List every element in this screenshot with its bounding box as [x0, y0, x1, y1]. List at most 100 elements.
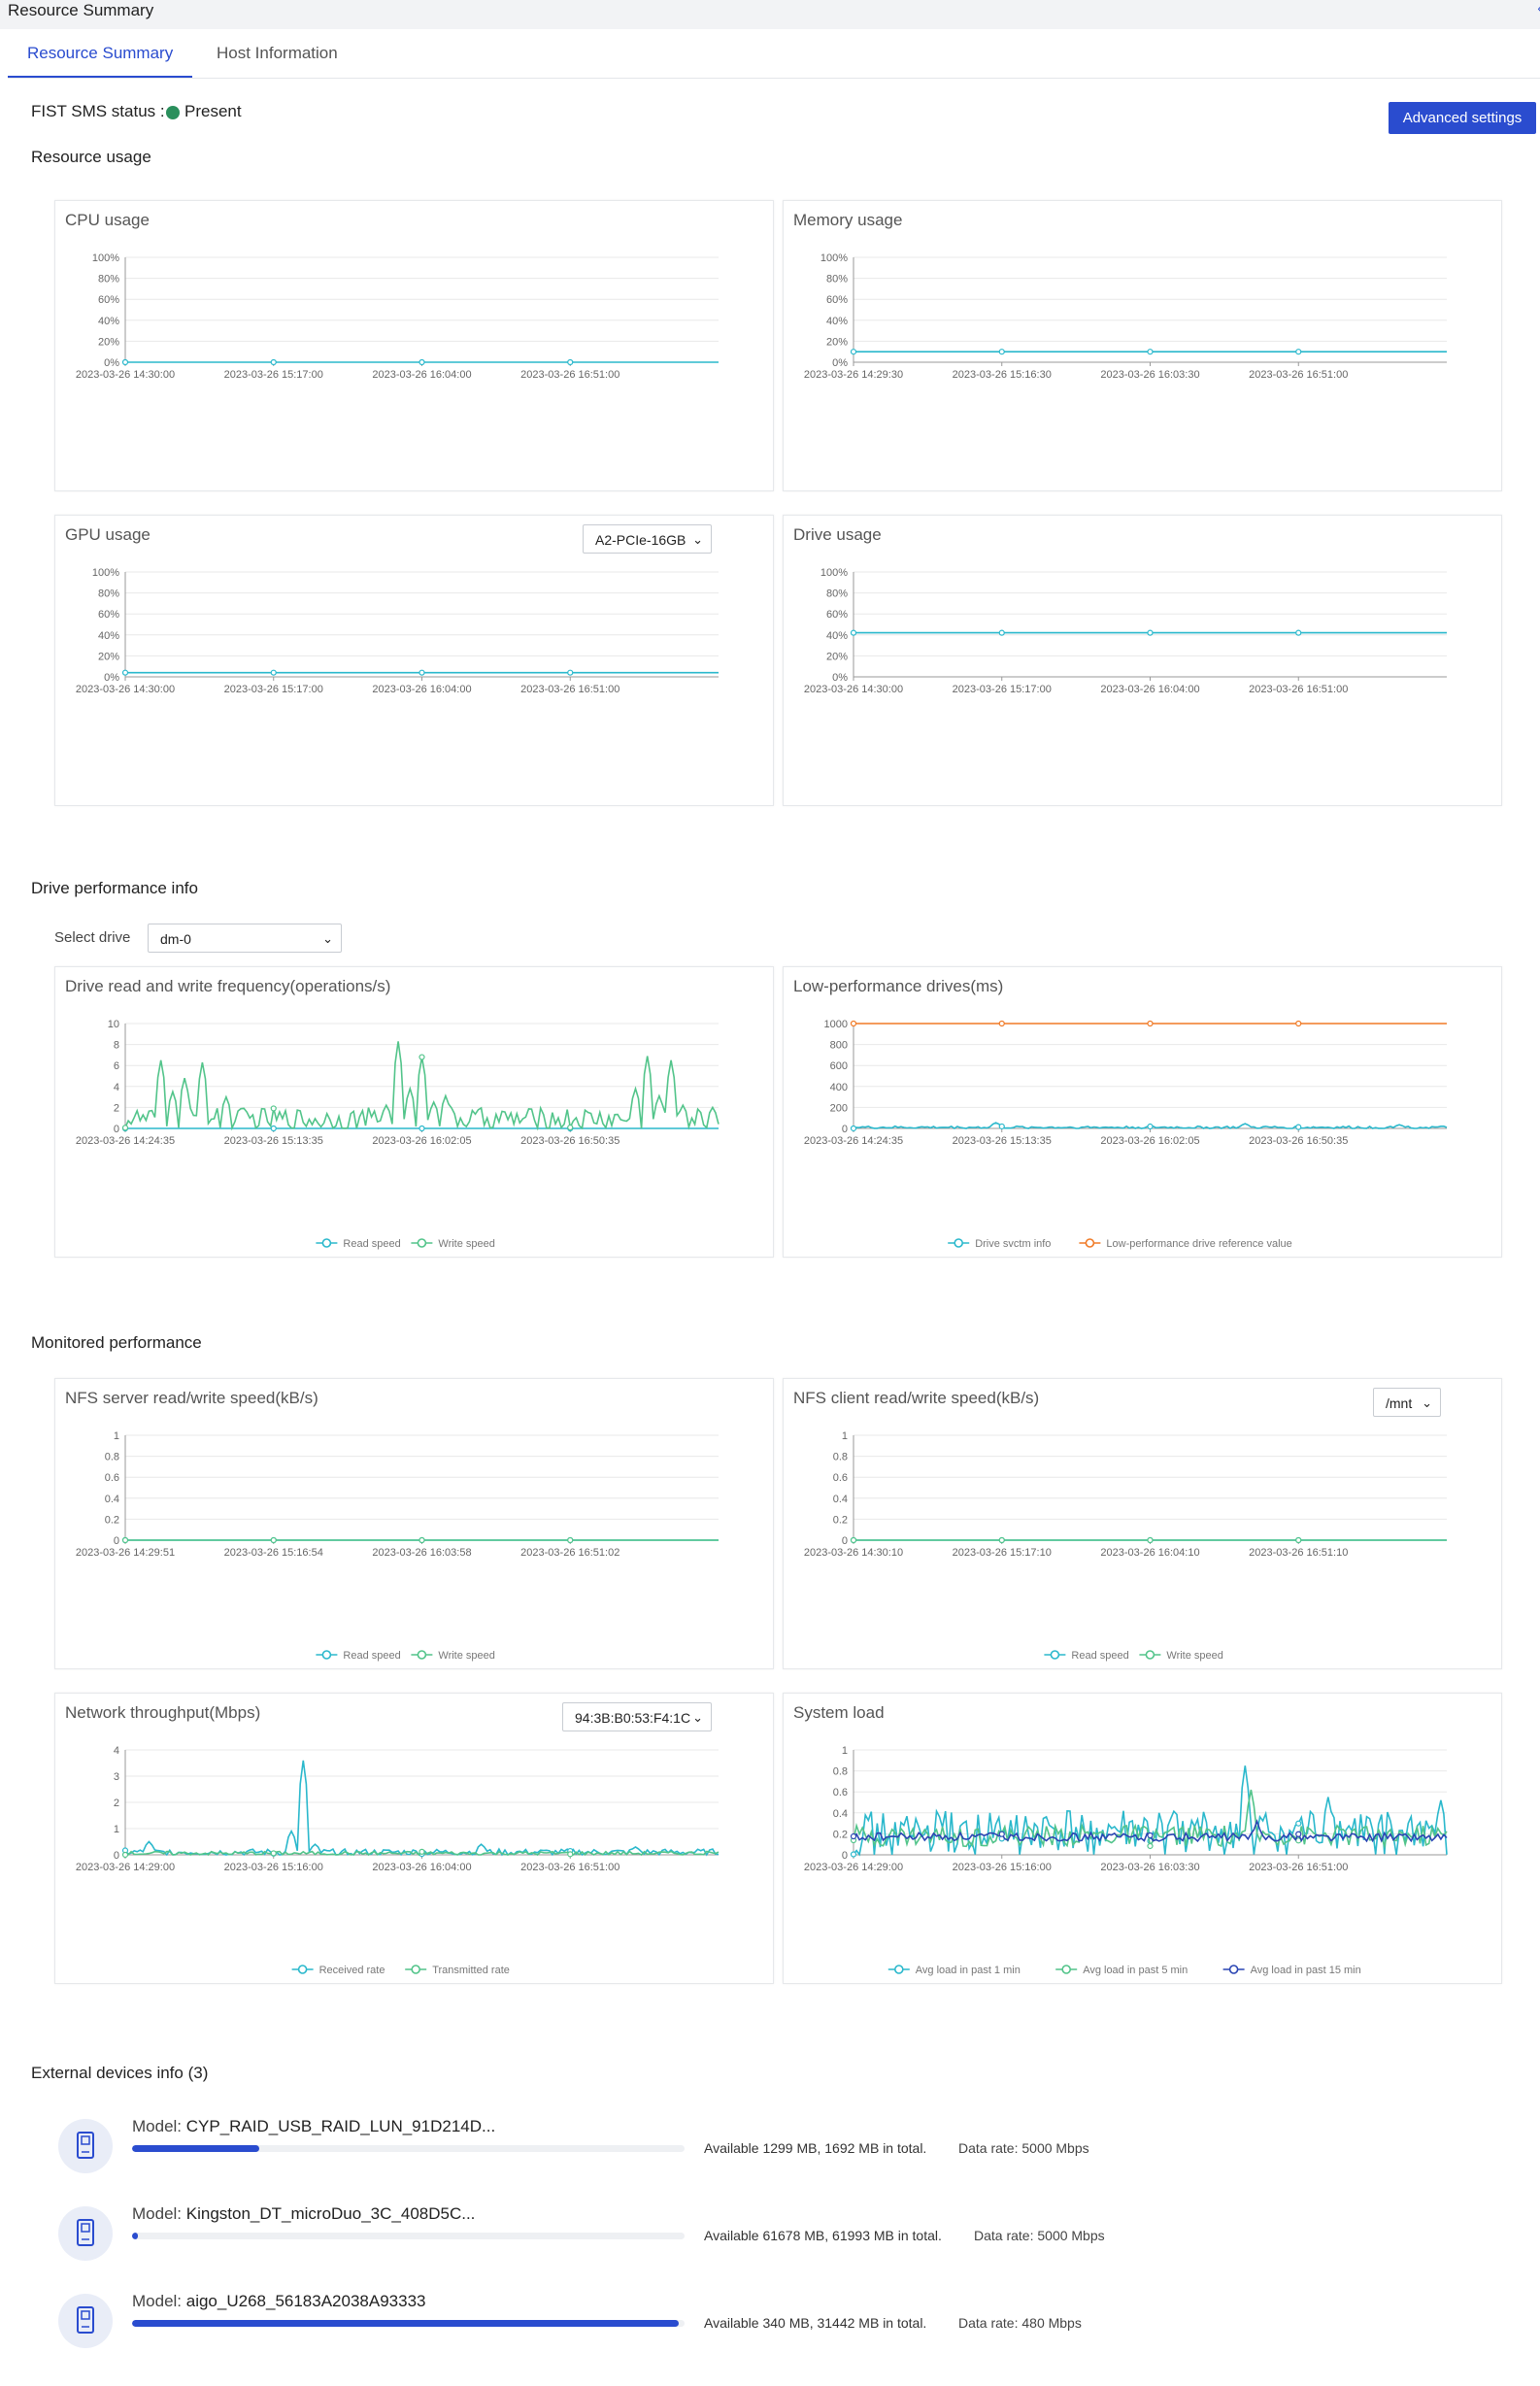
y-tick-label: 40%: [826, 316, 848, 327]
data-point: [121, 1851, 129, 1859]
mount-select[interactable]: /mnt ⌄: [1373, 1388, 1441, 1417]
nic-select[interactable]: 94:3B:B0:53:F4:1C ⌄: [562, 1702, 712, 1731]
x-tick-label: 2023-03-26 15:13:35: [953, 1135, 1052, 1147]
x-tick-label: 2023-03-26 16:51:10: [1249, 1547, 1348, 1559]
usb-drive-icon: [58, 2206, 113, 2261]
data-point: [567, 358, 574, 366]
data-point: [121, 1536, 129, 1544]
y-tick-label: 1: [114, 1824, 119, 1835]
data-point: [850, 349, 857, 355]
data-point: [1295, 1020, 1302, 1027]
y-tick-label: 60%: [826, 294, 848, 306]
data-point: [418, 669, 425, 676]
y-tick-label: 0.6: [105, 1472, 119, 1484]
x-tick-label: 2023-03-26 15:17:00: [224, 684, 323, 695]
x-tick-label: 2023-03-26 16:51:00: [520, 1862, 619, 1873]
series-line: [124, 1760, 720, 1857]
legend-marker: [1145, 1650, 1155, 1660]
x-tick-label: 2023-03-26 15:17:10: [953, 1547, 1052, 1559]
y-tick-label: 4: [114, 1082, 119, 1093]
section-drive-performance: Drive performance info: [31, 879, 198, 897]
memory-usage-card: Memory usage 0% 20% 40% 60% 80% 100% 2023-03-2…: [783, 200, 1502, 491]
x-tick-label: 2023-03-26 16:51:00: [520, 369, 619, 381]
x-tick-label: 2023-03-26 16:03:30: [1100, 369, 1199, 381]
x-tick-label: 2023-03-26 15:16:00: [224, 1862, 323, 1873]
legend-label[interactable]: Received rate: [319, 1965, 385, 1976]
device-data-rate: Data rate: 480 Mbps: [958, 2315, 1082, 2331]
x-tick-label: 2023-03-26 15:16:54: [224, 1547, 323, 1559]
legend-label[interactable]: Write speed: [438, 1650, 495, 1662]
y-tick-label: 2: [114, 1102, 119, 1114]
gpu-select[interactable]: A2-PCIe-16GB ⌄: [583, 524, 712, 554]
tab-resource-summary[interactable]: Resource Summary: [8, 37, 193, 78]
list-item: Model: Kingston_DT_microDuo_3C_408D5C...…: [0, 2195, 1540, 2282]
legend-label[interactable]: Read speed: [343, 1238, 400, 1250]
data-point: [418, 1848, 425, 1855]
y-tick-label: 1: [114, 1430, 119, 1442]
advanced-settings-button[interactable]: Advanced settings: [1389, 102, 1536, 134]
x-tick-label: 2023-03-26 14:29:51: [76, 1547, 175, 1559]
y-tick-label: 0: [114, 1850, 119, 1862]
legend-marker: [1061, 1965, 1072, 1974]
chart-title: NFS server read/write speed(kB/s): [65, 1389, 318, 1407]
legend-label[interactable]: Read speed: [1071, 1650, 1128, 1662]
legend-label[interactable]: Avg load in past 15 min: [1251, 1965, 1361, 1976]
y-tick-label: 40%: [98, 630, 119, 642]
chart-title: Memory usage: [793, 211, 903, 229]
y-tick-label: 80%: [98, 588, 119, 600]
data-point: [1147, 1020, 1154, 1027]
x-tick-label: 2023-03-26 16:50:35: [520, 1135, 619, 1147]
data-point: [270, 669, 277, 676]
data-point: [121, 358, 129, 366]
y-tick-label: 1: [842, 1430, 848, 1442]
legend-marker: [417, 1650, 427, 1660]
data-point: [418, 1125, 425, 1132]
x-tick-label: 2023-03-26 15:17:00: [224, 369, 323, 381]
legend-marker: [894, 1965, 904, 1974]
y-tick-label: 8: [114, 1040, 119, 1052]
legend-label[interactable]: Write speed: [438, 1238, 495, 1250]
y-tick-label: 100%: [92, 252, 119, 264]
x-tick-label: 2023-03-26 16:02:05: [372, 1135, 471, 1147]
nfs-server-chart: 0 0.2 0.4 0.6 0.8 1 2023-03-26 14:29:51 2023-03…: [76, 1430, 719, 1662]
y-tick-label: 0: [114, 1124, 119, 1135]
x-tick-label: 2023-03-26 16:02:05: [1100, 1135, 1199, 1147]
legend-label[interactable]: Low-performance drive reference value: [1106, 1238, 1291, 1250]
legend-label[interactable]: Drive svctm info: [975, 1238, 1051, 1250]
device-capacity-bar: [132, 2145, 685, 2152]
device-model: aigo_U268_56183A2038A93333: [185, 2292, 426, 2310]
legend-label[interactable]: Transmitted rate: [432, 1965, 510, 1976]
legend-marker: [954, 1238, 963, 1248]
system-load-chart: 0 0.2 0.4 0.6 0.8 1 2023-03-26 14:29:00 2023-03…: [804, 1745, 1448, 1976]
status-label: FIST SMS status :: [31, 102, 165, 120]
x-tick-label: 2023-03-26 14:29:00: [804, 1862, 903, 1873]
y-tick-label: 0.4: [833, 1808, 848, 1820]
drive-rw-frequency-chart: 0 2 4 6 8 10 2023-03-26 14:24:35 2023-03-26 15:…: [76, 1019, 720, 1250]
collapse-icon[interactable]: ‹: [1537, 0, 1540, 16]
data-point: [567, 1124, 574, 1131]
section-resource-usage: Resource usage: [31, 148, 151, 166]
x-tick-label: 2023-03-26 14:30:00: [76, 684, 175, 695]
legend-label[interactable]: Read speed: [343, 1650, 400, 1662]
x-tick-label: 2023-03-26 14:30:10: [804, 1547, 903, 1559]
y-tick-label: 60%: [98, 609, 119, 621]
drive-rw-frequency-card: Drive read and write frequency(operation…: [54, 966, 774, 1258]
data-point: [567, 1536, 574, 1544]
legend-label[interactable]: Write speed: [1166, 1650, 1223, 1662]
select-drive-dropdown[interactable]: dm-0 ⌄: [148, 924, 342, 953]
device-data-rate: Data rate: 5000 Mbps: [974, 2228, 1105, 2243]
x-tick-label: 2023-03-26 16:51:02: [520, 1547, 619, 1559]
status-value: Present: [184, 102, 242, 120]
gpu-select-value: A2-PCIe-16GB: [595, 532, 686, 548]
legend-label[interactable]: Avg load in past 5 min: [1083, 1965, 1188, 1976]
data-point: [1147, 1123, 1154, 1130]
x-tick-label: 2023-03-26 14:30:00: [804, 684, 903, 695]
x-tick-label: 2023-03-26 15:16:30: [953, 369, 1052, 381]
y-tick-label: 40%: [826, 630, 848, 642]
tab-host-information[interactable]: Host Information: [217, 44, 338, 62]
device-list: Model: CYP_RAID_USB_RAID_LUN_91D214D... …: [0, 2107, 1540, 2369]
low-performance-drives-card: Low-performance drives(ms) 0 200 400 600 800…: [783, 966, 1502, 1258]
legend-label[interactable]: Avg load in past 1 min: [916, 1965, 1021, 1976]
y-tick-label: 0: [842, 1850, 848, 1862]
data-point: [1147, 1536, 1154, 1544]
